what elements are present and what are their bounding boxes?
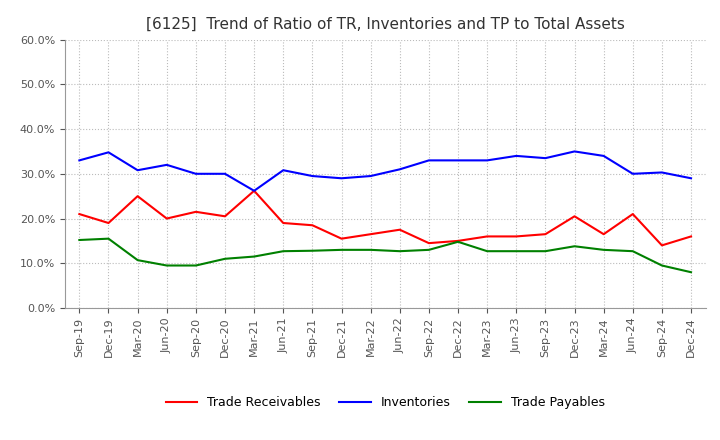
Trade Payables — [687, 270, 696, 275]
Trade Receivables — [75, 211, 84, 216]
Trade Payables — [395, 249, 404, 254]
Trade Receivables — [454, 238, 462, 244]
Trade Receivables — [192, 209, 200, 214]
Line: Trade Receivables: Trade Receivables — [79, 191, 691, 246]
Inventories — [163, 162, 171, 168]
Inventories — [512, 153, 521, 158]
Trade Payables — [483, 249, 492, 254]
Inventories — [599, 153, 608, 158]
Trade Payables — [250, 254, 258, 259]
Trade Receivables — [687, 234, 696, 239]
Inventories — [250, 188, 258, 194]
Line: Inventories: Inventories — [79, 151, 691, 191]
Inventories — [279, 168, 287, 173]
Trade Receivables — [220, 214, 229, 219]
Line: Trade Payables: Trade Payables — [79, 238, 691, 272]
Inventories — [425, 158, 433, 163]
Trade Receivables — [541, 231, 550, 237]
Inventories — [337, 176, 346, 181]
Title: [6125]  Trend of Ratio of TR, Inventories and TP to Total Assets: [6125] Trend of Ratio of TR, Inventories… — [145, 16, 625, 32]
Trade Payables — [104, 236, 113, 241]
Trade Receivables — [483, 234, 492, 239]
Legend: Trade Receivables, Inventories, Trade Payables: Trade Receivables, Inventories, Trade Pa… — [161, 392, 610, 414]
Inventories — [75, 158, 84, 163]
Trade Payables — [454, 239, 462, 245]
Trade Receivables — [570, 214, 579, 219]
Trade Receivables — [366, 231, 375, 237]
Trade Receivables — [104, 220, 113, 226]
Trade Payables — [425, 247, 433, 253]
Trade Receivables — [395, 227, 404, 232]
Inventories — [454, 158, 462, 163]
Inventories — [395, 167, 404, 172]
Trade Payables — [366, 247, 375, 253]
Inventories — [687, 176, 696, 181]
Trade Payables — [541, 249, 550, 254]
Trade Receivables — [599, 231, 608, 237]
Trade Receivables — [657, 243, 666, 248]
Inventories — [220, 171, 229, 176]
Inventories — [483, 158, 492, 163]
Trade Payables — [163, 263, 171, 268]
Inventories — [192, 171, 200, 176]
Trade Payables — [220, 256, 229, 261]
Trade Receivables — [308, 223, 317, 228]
Trade Payables — [337, 247, 346, 253]
Inventories — [570, 149, 579, 154]
Trade Payables — [629, 249, 637, 254]
Inventories — [366, 173, 375, 179]
Inventories — [657, 170, 666, 175]
Trade Payables — [192, 263, 200, 268]
Trade Payables — [570, 244, 579, 249]
Trade Receivables — [629, 211, 637, 216]
Inventories — [541, 155, 550, 161]
Trade Payables — [75, 237, 84, 242]
Trade Payables — [512, 249, 521, 254]
Trade Receivables — [337, 236, 346, 241]
Trade Payables — [279, 249, 287, 254]
Trade Payables — [308, 248, 317, 253]
Trade Receivables — [250, 188, 258, 194]
Trade Receivables — [425, 241, 433, 246]
Trade Payables — [599, 247, 608, 253]
Trade Receivables — [133, 194, 142, 199]
Inventories — [629, 171, 637, 176]
Trade Receivables — [163, 216, 171, 221]
Trade Receivables — [512, 234, 521, 239]
Inventories — [308, 173, 317, 179]
Trade Payables — [133, 257, 142, 263]
Trade Payables — [657, 263, 666, 268]
Trade Receivables — [279, 220, 287, 226]
Inventories — [133, 168, 142, 173]
Inventories — [104, 150, 113, 155]
